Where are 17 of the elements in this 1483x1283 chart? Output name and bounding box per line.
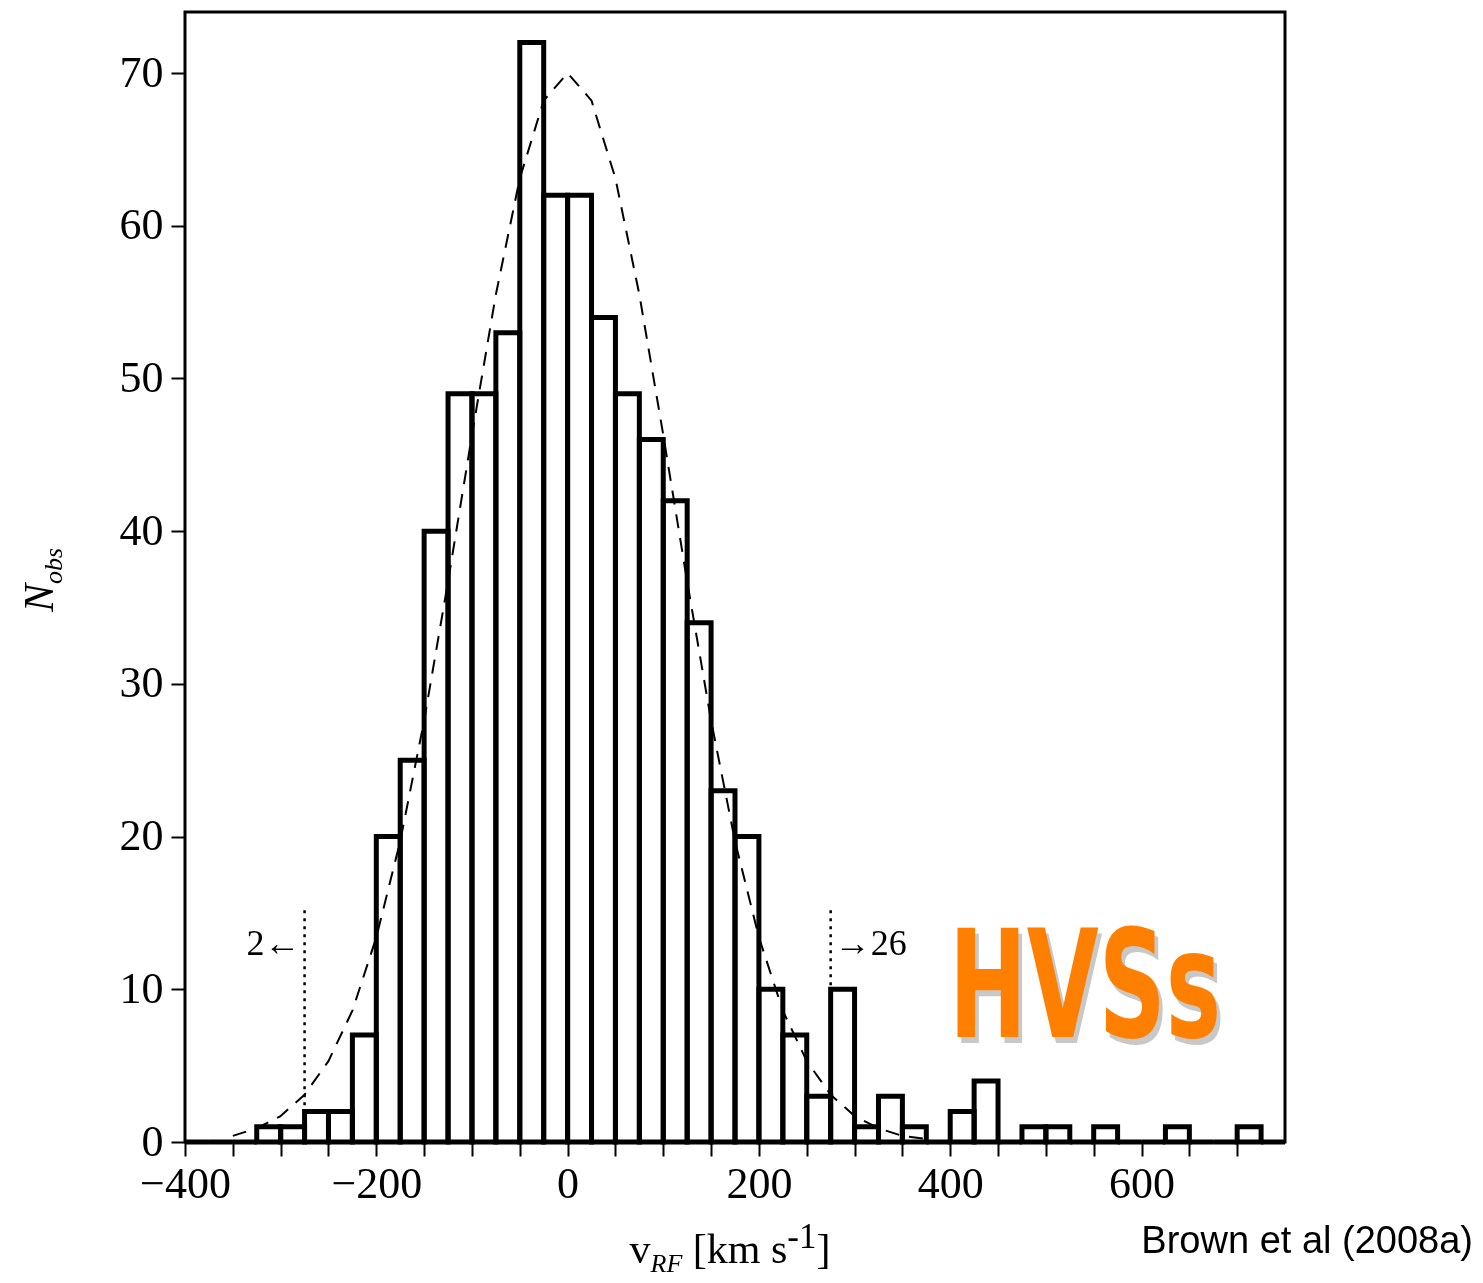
ref-line-label: 2← bbox=[246, 923, 301, 964]
x-tick-label: 600 bbox=[1109, 1158, 1176, 1208]
ref-line-label: →26 bbox=[834, 923, 907, 964]
y-tick-label: 50 bbox=[119, 352, 164, 402]
x-tick-label: 200 bbox=[726, 1158, 793, 1208]
x-axis-title: v$_{RF}$ [km s$^{-1}$] bbox=[629, 1216, 831, 1280]
y-tick-label: 70 bbox=[119, 47, 164, 97]
y-tick-label: 10 bbox=[119, 963, 164, 1013]
y-tick-label: 60 bbox=[119, 200, 164, 250]
y-tick-label: 30 bbox=[119, 658, 164, 708]
y-tick-label: 20 bbox=[119, 811, 164, 861]
text: Brown et al (2008a) bbox=[1141, 1218, 1473, 1262]
x-tick-label: −200 bbox=[331, 1158, 423, 1208]
x-tick-label: 0 bbox=[557, 1158, 580, 1208]
annotation: HVSs bbox=[948, 898, 1222, 1072]
y-tick-label: 40 bbox=[119, 505, 164, 555]
x-tick-label: 400 bbox=[917, 1158, 984, 1208]
